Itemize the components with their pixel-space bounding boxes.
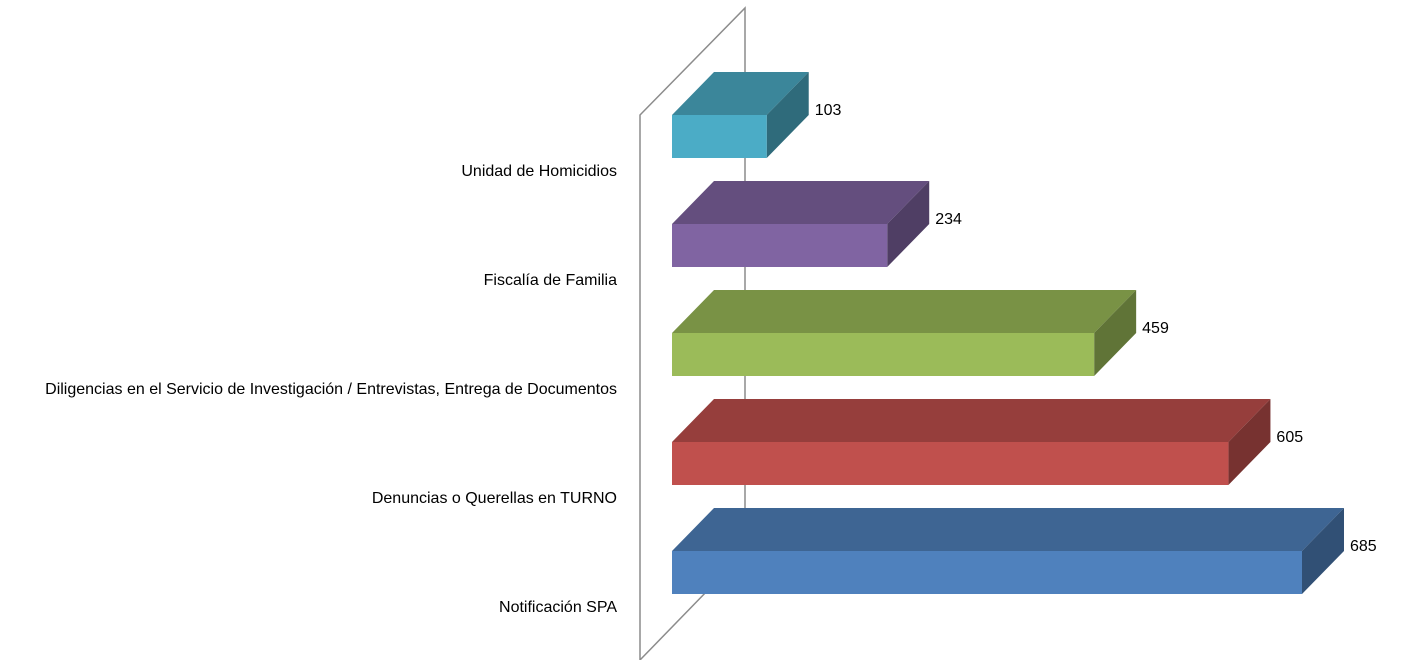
- bar-front: [672, 115, 767, 158]
- bar-side: [1228, 399, 1271, 485]
- category-label: Fiscalía de Familia: [483, 272, 617, 289]
- value-label: 605: [1276, 429, 1303, 446]
- bar-top: [672, 181, 930, 224]
- bar-side: [766, 72, 809, 158]
- bar-side: [1302, 508, 1344, 594]
- bar-front: [672, 442, 1229, 485]
- bar-side: [887, 181, 930, 267]
- bar: [672, 181, 930, 267]
- value-label: 685: [1350, 538, 1377, 555]
- bar-top: [672, 72, 809, 115]
- bar-front: [672, 551, 1302, 594]
- bar-front: [672, 224, 888, 267]
- bar-side: [1094, 290, 1137, 376]
- bar: [672, 290, 1137, 376]
- bar-top: [672, 399, 1271, 442]
- category-label: Denuncias o Querellas en TURNO: [371, 490, 617, 507]
- bar-top: [672, 508, 1344, 551]
- value-label: 234: [935, 211, 962, 228]
- value-label: 459: [1142, 320, 1169, 337]
- bar-front: [672, 333, 1095, 376]
- category-label: Notificación SPA: [499, 599, 617, 616]
- value-label: 103: [815, 102, 842, 119]
- bar-top: [672, 290, 1137, 333]
- bar: [672, 72, 809, 158]
- category-label: Unidad de Homicidios: [461, 163, 617, 180]
- bar: [672, 399, 1271, 485]
- bar: [672, 508, 1344, 594]
- category-label: Diligencias en el Servicio de Investigac…: [45, 381, 617, 398]
